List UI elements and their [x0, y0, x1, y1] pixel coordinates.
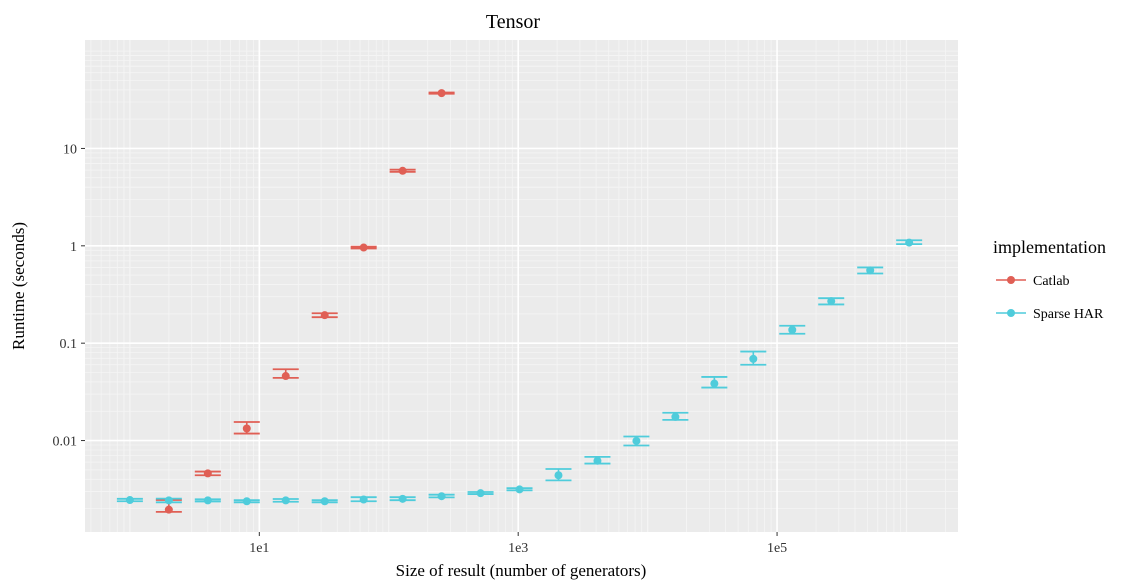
data-point [281, 496, 290, 505]
data-point [359, 243, 368, 252]
data-point [398, 166, 407, 175]
data-point [632, 436, 641, 445]
legend-title: implementation [993, 237, 1106, 257]
legend-key-sparse-har [996, 309, 1026, 317]
data-point [476, 489, 485, 498]
legend: implementation Catlab Sparse HAR [993, 237, 1106, 322]
data-point [437, 89, 446, 98]
legend-label: Catlab [1033, 274, 1070, 289]
legend-label: Sparse HAR [1033, 307, 1104, 322]
data-point [203, 496, 212, 505]
legend-key-catlab [996, 276, 1026, 284]
data-point [359, 495, 368, 504]
y-axis-label: Runtime (seconds) [9, 222, 28, 350]
y-tick-label: 1 [70, 240, 77, 255]
y-tick-label: 10 [63, 142, 77, 157]
data-point [164, 505, 173, 514]
chart-title: Tensor [486, 11, 540, 33]
data-point [788, 325, 797, 334]
legend-marker [1007, 276, 1015, 284]
x-axis-label: Size of result (number of generators) [396, 561, 647, 580]
data-point [710, 379, 719, 388]
x-tick-label: 1e5 [767, 541, 787, 556]
x-tick-label: 1e3 [508, 541, 528, 556]
data-point [398, 494, 407, 503]
gridlines [85, 40, 958, 532]
data-point [242, 424, 251, 433]
legend-marker [1007, 309, 1015, 317]
data-point [164, 496, 173, 505]
data-point [905, 238, 914, 247]
x-tick-label: 1e1 [249, 541, 269, 556]
y-tick-label: 0.01 [53, 435, 78, 450]
data-point [749, 354, 758, 363]
data-point [827, 297, 836, 306]
data-point [866, 266, 875, 275]
data-point [320, 311, 329, 320]
data-point [203, 469, 212, 478]
data-point [671, 412, 680, 421]
axes: 1e1 1e3 1e5 0.01 0.1 1 10 [53, 142, 788, 556]
data-point [281, 372, 290, 381]
plot-panel [85, 40, 958, 532]
data-point [125, 496, 134, 505]
y-tick-label: 0.1 [60, 337, 78, 352]
data-marks [116, 89, 923, 514]
data-point [554, 471, 563, 480]
data-point [515, 485, 524, 494]
data-point [320, 497, 329, 506]
data-point [437, 492, 446, 501]
series-catlab [155, 89, 455, 514]
data-point [242, 497, 251, 506]
series-sparse-har [116, 238, 923, 506]
data-point [593, 456, 602, 465]
